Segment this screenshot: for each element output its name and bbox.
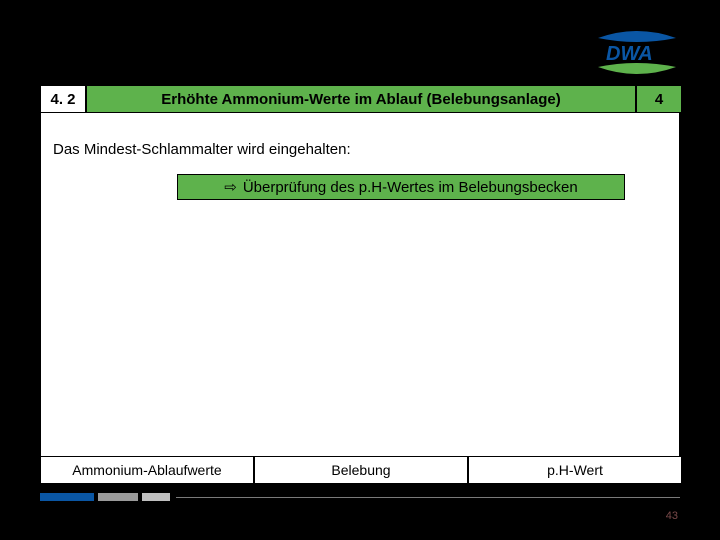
page-number: 43 bbox=[666, 510, 678, 522]
body-statement: Das Mindest-Schlammalter wird eingehalte… bbox=[53, 141, 351, 158]
footer-tab[interactable]: Belebung bbox=[254, 456, 468, 484]
footer-tab[interactable]: p.H-Wert bbox=[468, 456, 682, 484]
progress-bar bbox=[40, 492, 680, 502]
action-text: Überprüfung des p.H-Wertes im Belebungsb… bbox=[243, 179, 578, 196]
svg-text:DWA: DWA bbox=[606, 43, 653, 65]
progress-line bbox=[176, 497, 680, 498]
header-row: 4. 2 Erhöhte Ammonium-Werte im Ablauf (B… bbox=[40, 85, 682, 113]
progress-segment bbox=[142, 493, 170, 501]
dwa-logo: DWA bbox=[596, 30, 678, 75]
arrow-right-icon: ⇨ bbox=[224, 178, 237, 196]
footer-tab[interactable]: Ammonium-Ablaufwerte bbox=[40, 456, 254, 484]
action-box: ⇨ Überprüfung des p.H-Wertes im Belebung… bbox=[177, 174, 625, 200]
slide-title: Erhöhte Ammonium-Werte im Ablauf (Belebu… bbox=[86, 85, 636, 113]
slide-card: 4. 2 Erhöhte Ammonium-Werte im Ablauf (B… bbox=[40, 85, 680, 484]
section-page: 4 bbox=[636, 85, 682, 113]
footer-tabs: Ammonium-Ablaufwerte Belebung p.H-Wert bbox=[40, 456, 682, 484]
progress-segment bbox=[40, 493, 94, 501]
progress-segment bbox=[98, 493, 138, 501]
section-number: 4. 2 bbox=[40, 85, 86, 113]
